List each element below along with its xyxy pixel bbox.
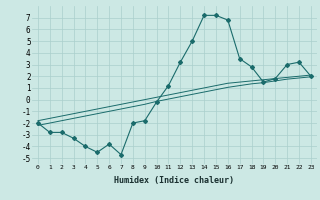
X-axis label: Humidex (Indice chaleur): Humidex (Indice chaleur) xyxy=(115,176,234,185)
